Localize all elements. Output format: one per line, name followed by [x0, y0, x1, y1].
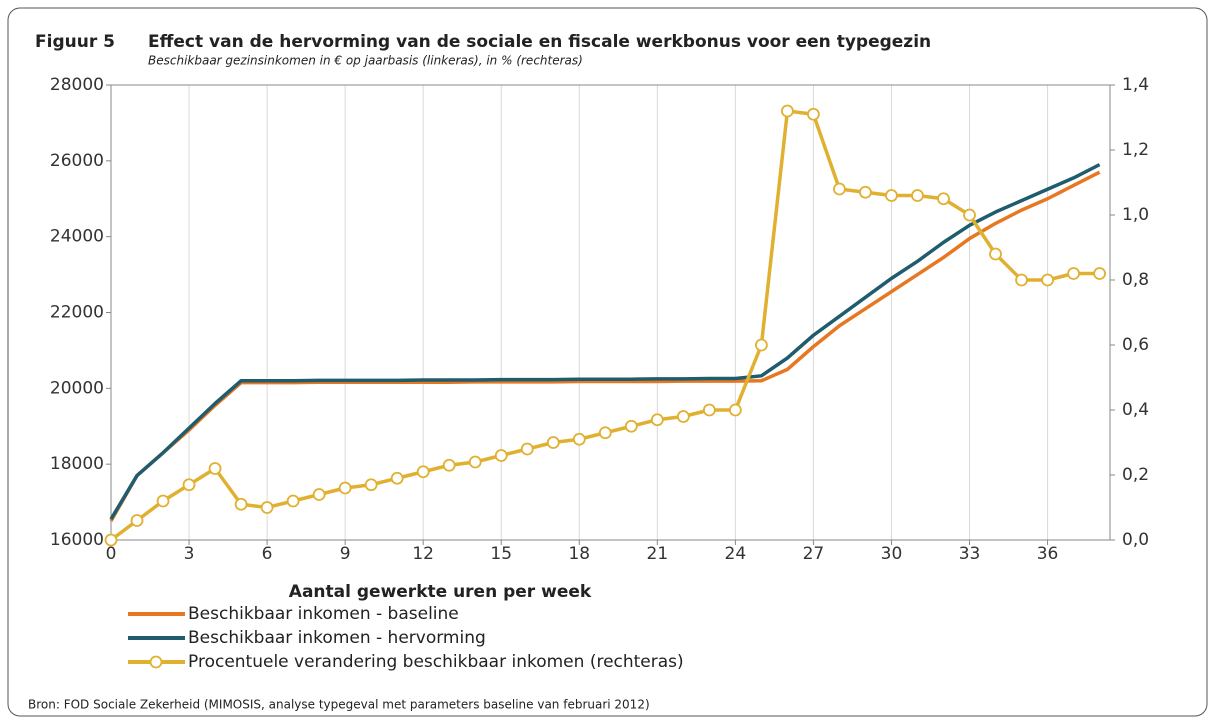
- point-marker: [807, 107, 820, 121]
- point-marker: [1093, 267, 1106, 280]
- point-marker: [702, 403, 716, 417]
- figure-label: Figuur 5: [35, 32, 115, 52]
- point-marker: [1067, 267, 1080, 280]
- y-tick-label: 26000: [50, 151, 104, 171]
- point-marker: [260, 501, 274, 514]
- legend-label: Procentuele verandering beschikbaar inko…: [188, 652, 684, 672]
- legend-marker: [149, 655, 163, 669]
- y-tick-label: 24000: [50, 227, 104, 247]
- x-tick-label: 21: [647, 544, 669, 564]
- x-tick-label: 12: [412, 544, 434, 564]
- y2-tick-label: 0,4: [1122, 400, 1149, 420]
- point-marker: [1015, 273, 1028, 287]
- point-marker: [442, 458, 456, 472]
- legend-label: Beschikbaar inkomen - baseline: [188, 604, 459, 624]
- y-tick-label: 20000: [50, 378, 104, 398]
- y-tick-label: 18000: [50, 454, 104, 474]
- point-marker: [416, 465, 430, 479]
- point-marker: [598, 426, 612, 440]
- point-marker: [338, 481, 352, 495]
- y-tick-label: 16000: [50, 530, 104, 550]
- x-tick-label: 18: [568, 544, 590, 564]
- point-marker: [208, 462, 222, 475]
- point-marker: [364, 478, 378, 492]
- source-note: Bron: FOD Sociale Zekerheid (MIMOSIS, an…: [28, 698, 650, 712]
- x-tick-label: 36: [1037, 544, 1059, 564]
- point-marker: [624, 419, 638, 433]
- chart-subtitle: Beschikbaar gezinsinkomen in € op jaarba…: [148, 54, 583, 68]
- y-tick-label: 22000: [50, 303, 104, 323]
- point-marker: [286, 494, 300, 508]
- y2-tick-label: 1,4: [1122, 75, 1149, 95]
- point-marker: [833, 182, 846, 196]
- point-marker: [963, 208, 976, 222]
- point-marker: [1041, 273, 1054, 287]
- x-axis-label: Aantal gewerkte uren per week: [289, 582, 592, 602]
- point-marker: [156, 494, 170, 508]
- x-tick-label: 30: [881, 544, 903, 564]
- x-tick-label: 15: [490, 544, 512, 564]
- x-tick-label: 24: [725, 544, 747, 564]
- point-marker: [312, 488, 326, 501]
- y2-tick-label: 1,2: [1122, 140, 1149, 160]
- point-marker: [676, 410, 690, 423]
- point-marker: [937, 192, 950, 206]
- point-marker: [494, 449, 508, 462]
- point-marker: [130, 514, 144, 527]
- point-marker: [781, 104, 794, 118]
- point-marker: [546, 436, 560, 449]
- x-tick-label: 6: [262, 544, 273, 564]
- point-marker: [390, 471, 404, 485]
- point-marker: [911, 189, 924, 202]
- y2-tick-label: 0,8: [1122, 270, 1149, 290]
- x-tick-label: 0: [106, 544, 117, 564]
- point-marker: [859, 185, 872, 199]
- point-marker: [650, 413, 664, 427]
- y2-tick-label: 0,0: [1122, 530, 1149, 550]
- point-marker: [728, 403, 742, 417]
- point-marker: [234, 497, 248, 511]
- y2-tick-label: 1,0: [1122, 205, 1149, 225]
- point-marker: [520, 442, 534, 456]
- legend-label: Beschikbaar inkomen - hervorming: [188, 628, 486, 648]
- point-marker: [754, 338, 768, 352]
- y2-tick-label: 0,2: [1122, 465, 1149, 485]
- x-tick-label: 3: [184, 544, 195, 564]
- x-tick-label: 9: [340, 544, 351, 564]
- y-tick-label: 28000: [50, 75, 104, 95]
- point-marker: [104, 533, 118, 547]
- series-line: [109, 170, 1101, 522]
- x-tick-label: 33: [959, 544, 981, 564]
- point-marker: [989, 247, 1002, 261]
- point-marker: [468, 455, 482, 469]
- x-tick-label: 27: [803, 544, 825, 564]
- point-marker: [885, 189, 898, 202]
- chart-title: Effect van de hervorming van de sociale …: [148, 32, 931, 52]
- y2-tick-label: 0,6: [1122, 335, 1149, 355]
- series-line: [109, 163, 1101, 521]
- frame: [7, 7, 1208, 717]
- point-marker: [572, 432, 586, 446]
- point-marker: [182, 478, 196, 492]
